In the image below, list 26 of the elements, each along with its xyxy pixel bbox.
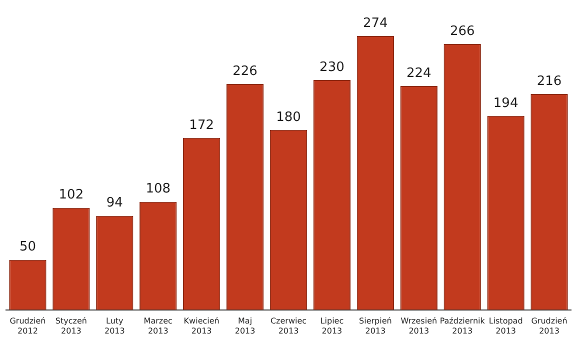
x-tick-label: Październik 2013	[440, 316, 486, 336]
x-tick-label: Maj 2013	[234, 316, 256, 336]
data-label: 216	[536, 74, 562, 89]
x-tick-label: Czerwiec 2013	[270, 316, 307, 336]
data-label: 102	[58, 188, 84, 203]
x-tick-label: Wrzesień 2013	[400, 316, 438, 336]
x-tick-label: Lipiec 2013	[320, 316, 344, 336]
x-tick-label: Listopad 2013	[488, 316, 523, 336]
x-tick-label: Luty 2013	[104, 316, 125, 336]
data-label: 172	[189, 118, 214, 133]
x-tick-label: Grudzień 2013	[531, 316, 568, 336]
x-tick-label: Kwiecień 2013	[184, 316, 220, 336]
x-tick-label: Marzec 2013	[144, 316, 172, 336]
data-label: 94	[106, 196, 123, 211]
data-label: 224	[406, 66, 432, 81]
data-label: 274	[363, 16, 388, 31]
x-tick-label: Grudzień 2012	[10, 316, 46, 336]
data-label: 180	[276, 110, 301, 125]
x-tick-label: Sierpień 2013	[359, 316, 392, 336]
data-label: 230	[320, 60, 344, 75]
x-tick-label: Styczeń 2013	[55, 316, 87, 336]
data-label: 226	[232, 64, 258, 79]
data-label: 108	[146, 182, 171, 197]
data-label: 50	[19, 240, 36, 255]
data-label: 266	[450, 24, 475, 39]
data-label: 194	[493, 96, 518, 111]
